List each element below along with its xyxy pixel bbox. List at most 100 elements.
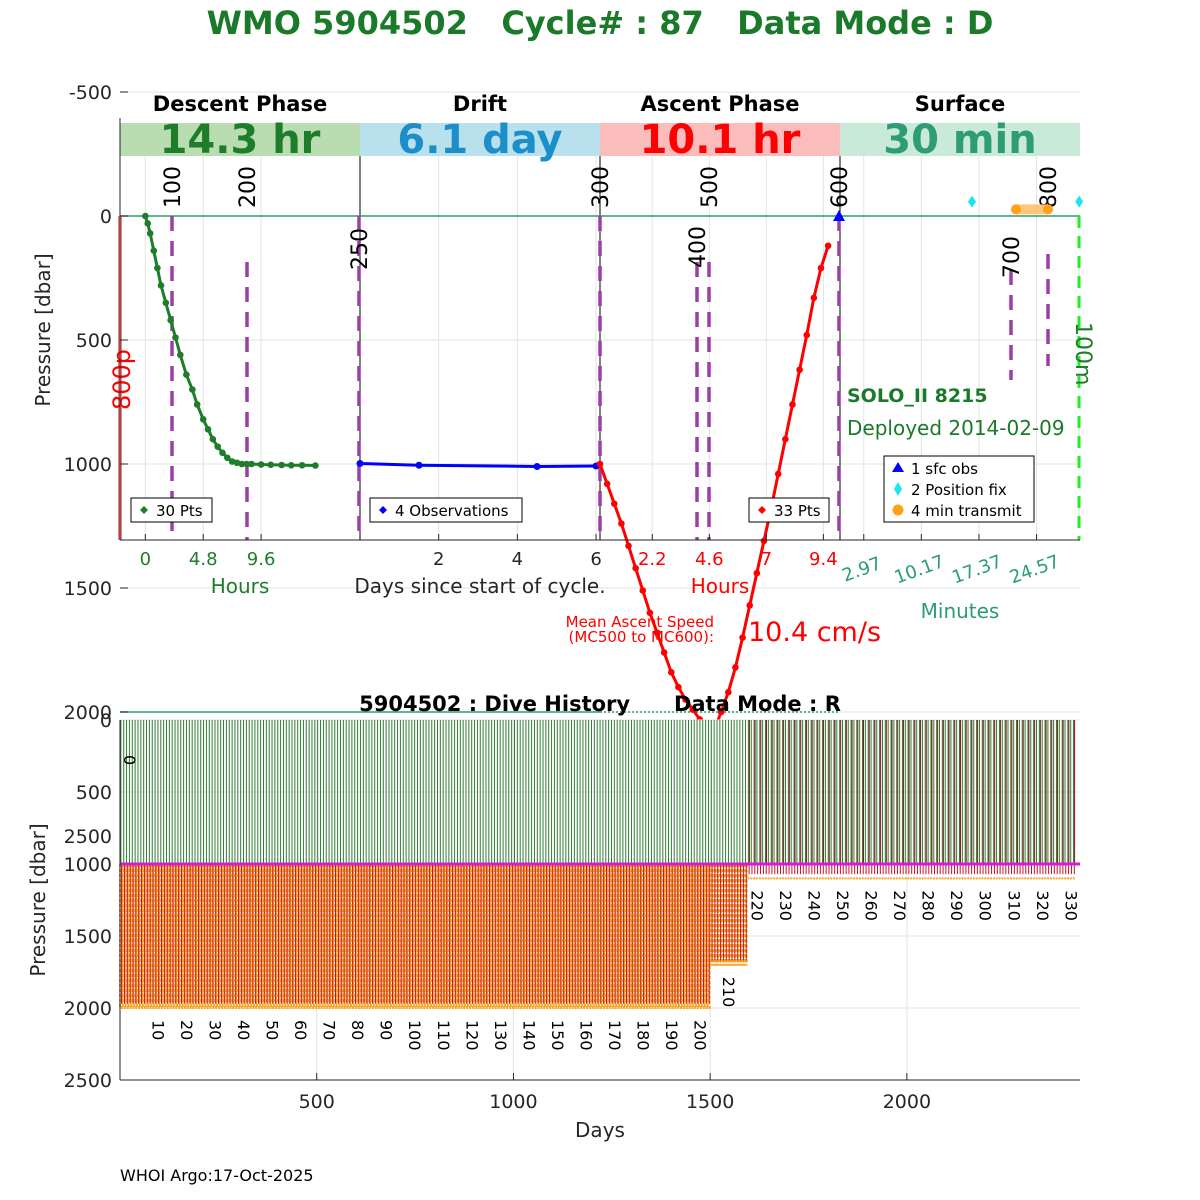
phase-band-0 (120, 123, 360, 156)
x-tick-label: 6 (590, 549, 601, 570)
ascent-point (639, 587, 647, 594)
drift-legend-box (369, 497, 523, 523)
surface-legend-obs-label: 1 sfc obs (911, 460, 978, 478)
cycle-label: 80 (348, 1020, 367, 1040)
cycle-label: 330 (1061, 890, 1080, 921)
x-tick-label: 2000 (883, 1091, 931, 1113)
x-tick-label: 7 (761, 549, 772, 570)
ascent-point (803, 331, 811, 339)
y-tick-label: 1000 (64, 854, 112, 876)
position-fix-marker (968, 195, 976, 208)
phase-title-2: Ascent Phase (641, 92, 800, 116)
ascent-unit-label: Hours (691, 574, 750, 598)
cycle-label: 210 (719, 977, 738, 1008)
x-tick-label-surface: 2.97 (839, 553, 884, 586)
y-tick-label: 500 (76, 330, 112, 352)
cycle-label: 320 (1033, 890, 1052, 921)
float-name: SOLO_II 8215 (847, 385, 988, 407)
descent-point (162, 299, 170, 307)
descent-point (199, 416, 207, 423)
ascent-point (817, 264, 825, 272)
cycle-label: 30 (206, 1020, 225, 1040)
ascent-legend-marker (758, 506, 766, 514)
ascent-point (632, 564, 639, 572)
phase-duration-3: 30 min (883, 117, 1036, 163)
cycle-label: 120 (462, 1020, 481, 1051)
late-ascent-lines (748, 720, 1076, 864)
cycle-label: 280 (919, 890, 938, 921)
descent-point (214, 443, 221, 450)
cycle-label: 60 (291, 1020, 310, 1040)
ascent-point (774, 470, 782, 478)
y-tick-label: 2000 (64, 702, 112, 724)
figure-title: WMO 5904502 Cycle# : 87 Data Mode : D (207, 4, 994, 42)
surface-unit-label: Minutes (921, 599, 1000, 623)
cycle-label: 270 (890, 890, 909, 921)
x-axis-label: Days (575, 1118, 625, 1142)
surface-legend-fix-label: 2 Position fix (911, 481, 1007, 499)
ascent-point (603, 480, 611, 488)
ascent-point (646, 609, 654, 617)
phase-duration-2: 10.1 hr (640, 117, 801, 163)
descent-point (150, 247, 158, 255)
phase-band-1 (360, 123, 600, 156)
cycle-label: 230 (776, 890, 795, 921)
speed-label-line1: Mean Ascent Speed (566, 613, 714, 631)
cycle-label: 240 (805, 890, 824, 921)
ascent-point (796, 366, 803, 374)
cycle-label: 100 (405, 1020, 424, 1051)
descent-unit-label: Hours (211, 574, 270, 598)
ascent-point (717, 708, 725, 716)
ascent-point (653, 629, 661, 636)
mean-ascent-speed: Mean Ascent Speed(MC500 to MC600): 10.4 c… (566, 613, 881, 648)
cycle-label: 70 (320, 1020, 339, 1040)
ascent-legend-label: 33 Pts (774, 502, 821, 520)
cycle-label: 40 (234, 1020, 253, 1040)
y-tick-label: 1000 (64, 454, 112, 476)
ascent-point (732, 664, 739, 671)
y-tick-label: 1500 (64, 578, 112, 600)
surface-legend-box (883, 455, 1035, 523)
cycle-label: 170 (605, 1020, 624, 1051)
cycle-label: 90 (377, 1020, 396, 1040)
drift-legend-marker (379, 506, 387, 514)
ascent-point (682, 696, 689, 703)
mission-code-label: 100 (161, 166, 186, 208)
cycle-label: 140 (519, 1020, 538, 1051)
mission-code-label: 700 (1000, 236, 1025, 278)
transmit-marker (1011, 204, 1021, 215)
dive-history-chart: 0 10 20 30 40 50 60 70 80 90 100 110 120 130 140 150 160… (26, 692, 1080, 1142)
cycle-label: 50 (263, 1020, 282, 1040)
ascent-point (746, 602, 754, 609)
x-tick-label: 500 (299, 1091, 335, 1113)
drift-legend-label: 4 Observations (395, 502, 509, 520)
speed-label-line2: (MC500 to MC600): (569, 628, 714, 646)
descent-point (154, 264, 161, 272)
x-tick-label: 0 (140, 549, 151, 570)
descent-point (248, 460, 255, 468)
cycle-label: 150 (548, 1020, 567, 1051)
ascent-point (660, 649, 668, 656)
descent-point (312, 462, 319, 469)
ascent-point (675, 683, 682, 691)
cycle-label: 250 (833, 890, 852, 921)
descent-lines (120, 720, 1075, 864)
x-tick-label: 1000 (489, 1091, 537, 1113)
descent-point (209, 435, 217, 443)
phase-title-0: Descent Phase (153, 92, 327, 116)
descent-point (267, 461, 275, 469)
descent-point (189, 386, 196, 393)
x-tick-label: 4.6 (695, 549, 724, 570)
surface-obs-marker (833, 210, 845, 221)
right-side-label: 100m (1070, 322, 1095, 385)
x-tick-label: 4 (512, 549, 523, 570)
ascent-point (753, 569, 761, 577)
y-tick-label: 500 (76, 782, 112, 804)
descent-point (219, 449, 226, 457)
cycle-label: 260 (862, 890, 881, 921)
descent-point (172, 334, 179, 341)
x-tick-label: 1500 (686, 1091, 734, 1113)
y-tick-label: 1500 (64, 926, 112, 948)
float-deployed: Deployed 2014-02-09 (847, 416, 1065, 440)
